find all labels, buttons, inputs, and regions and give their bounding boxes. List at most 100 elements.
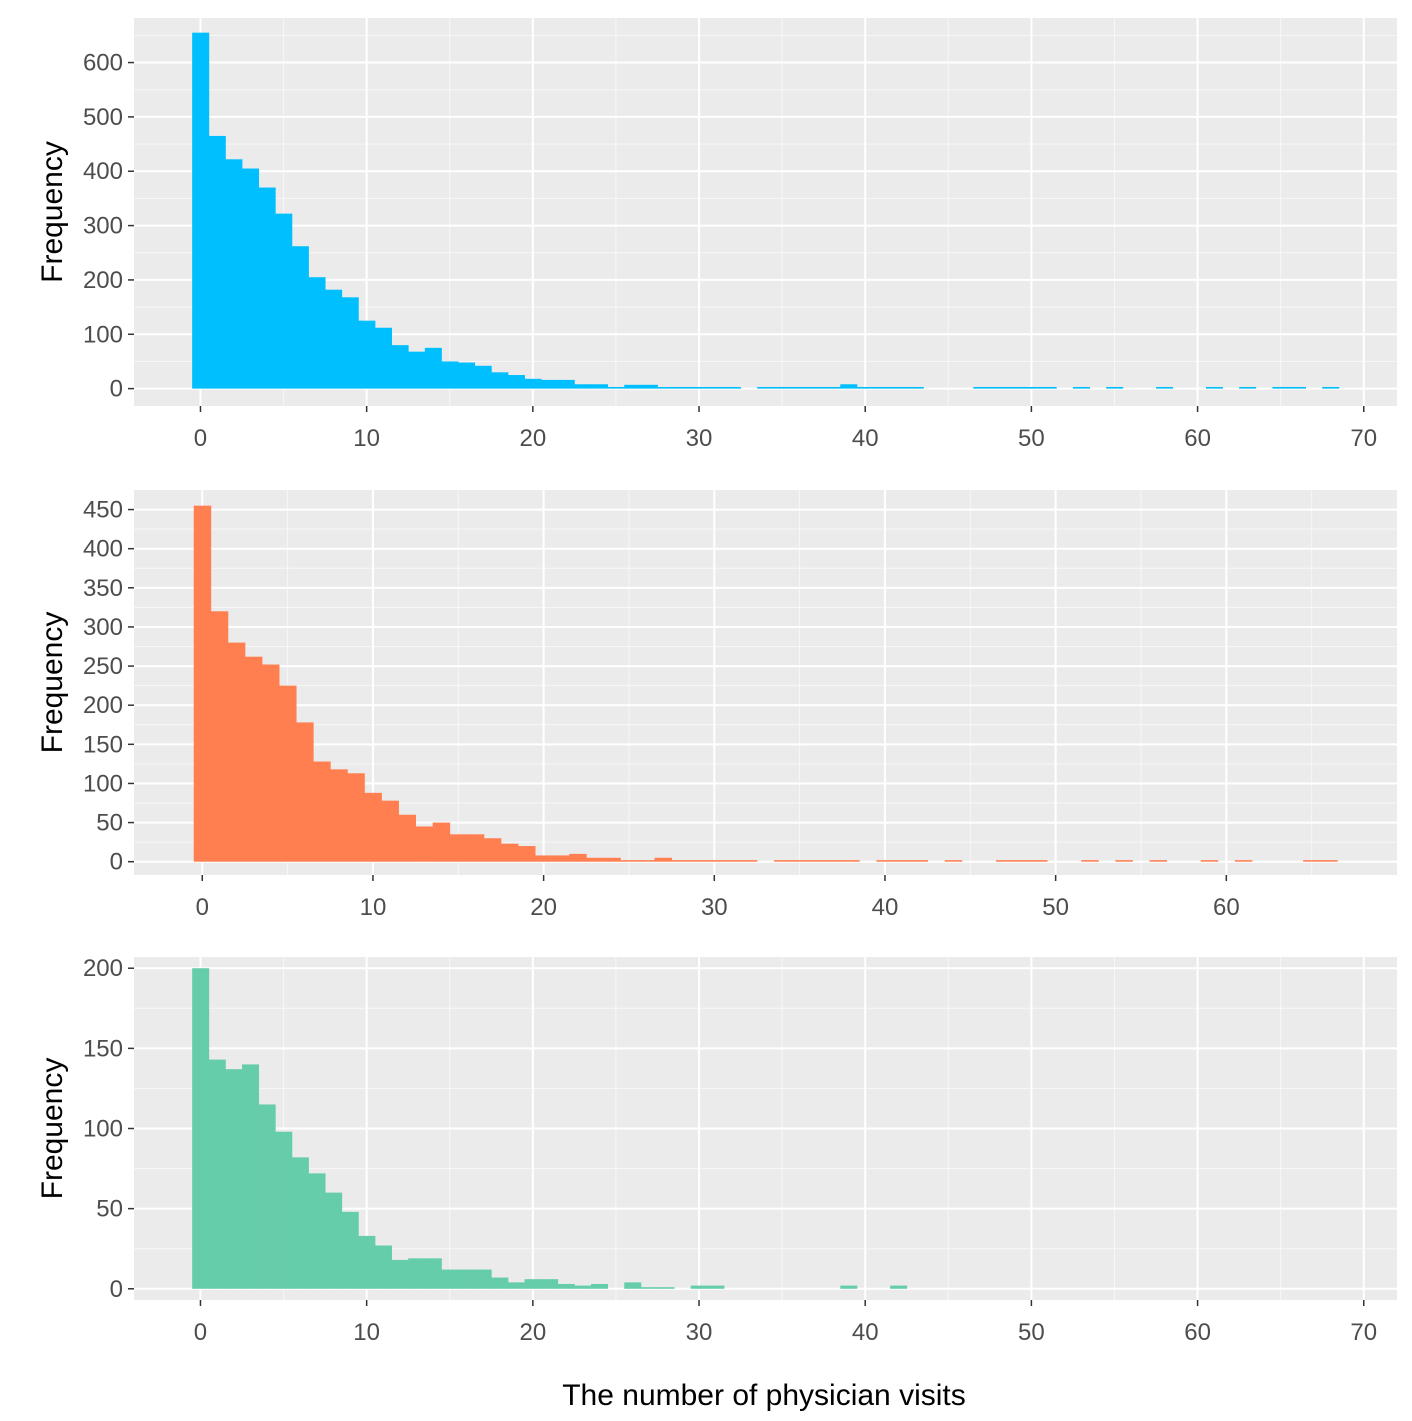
x-tick-label: 20	[519, 425, 546, 452]
histogram-bar	[637, 860, 655, 862]
histogram-bar	[774, 860, 792, 862]
histogram-bar	[1322, 386, 1340, 389]
histogram-bar	[275, 213, 293, 389]
histogram-bar	[624, 384, 642, 389]
histogram-bar	[591, 1283, 609, 1289]
histogram-bar	[242, 1064, 260, 1289]
histogram-bar	[825, 860, 843, 862]
histogram-bar	[723, 386, 741, 389]
histogram-bar	[808, 860, 826, 862]
y-tick-label: 0	[110, 849, 123, 876]
y-axis-title: Frequency	[36, 141, 69, 283]
histogram-panel-top: 0 100 200 300 400 500 600 0 10 20 30 40 50 60 70 Freque…	[36, 18, 1397, 452]
x-tick-label: 40	[872, 894, 899, 921]
histogram-bar	[408, 351, 426, 389]
x-tick-label: 0	[196, 894, 209, 921]
y-tick-label: 450	[83, 497, 123, 524]
x-tick-label: 50	[1018, 1319, 1045, 1346]
histogram-bar	[876, 860, 894, 862]
histogram-bar	[1023, 386, 1041, 389]
histogram-bar	[541, 1279, 559, 1289]
histogram-bar	[308, 277, 326, 389]
histogram-bar	[1081, 860, 1099, 862]
histogram-bar	[208, 1059, 226, 1289]
histogram-bar	[374, 1245, 392, 1289]
histogram-bar	[408, 1258, 426, 1289]
x-tick-label: 50	[1042, 894, 1069, 921]
histogram-bar	[842, 860, 860, 862]
histogram-bar	[391, 1259, 409, 1289]
y-axis-title: Frequency	[36, 1058, 69, 1200]
histogram-bar	[518, 846, 536, 862]
histogram-bar	[398, 814, 417, 862]
histogram-bar	[906, 386, 924, 389]
histogram-bar	[705, 860, 724, 862]
histogram-bar	[330, 769, 348, 862]
histogram-bar	[757, 386, 775, 389]
histogram-bar	[308, 1173, 326, 1289]
histogram-bar	[973, 386, 991, 389]
y-tick-label: 600	[83, 50, 123, 77]
histogram-bar	[1039, 386, 1057, 389]
histogram-bar	[722, 860, 741, 862]
histogram-bar	[449, 834, 468, 862]
histogram-bar	[707, 1285, 725, 1289]
histogram-bar	[773, 386, 791, 389]
histogram-bar	[466, 834, 485, 862]
histogram-bar	[500, 843, 519, 862]
y-tick-label: 200	[83, 692, 123, 719]
histogram-bar	[364, 792, 382, 862]
y-tick-label: 100	[83, 1116, 123, 1143]
x-tick-label: 70	[1350, 1319, 1377, 1346]
histogram-bar	[491, 372, 509, 389]
y-tick-label: 100	[83, 321, 123, 348]
histogram-bar	[807, 386, 825, 389]
histogram-bar	[474, 1269, 492, 1289]
histogram-bar	[707, 386, 725, 389]
histogram-bar	[640, 384, 658, 389]
histogram-bar	[1030, 860, 1048, 862]
histogram-bar	[524, 1279, 542, 1289]
histogram-bar	[275, 1131, 293, 1289]
histogram-bar	[424, 1258, 442, 1289]
y-tick-label: 400	[83, 536, 123, 563]
histogram-bar	[1200, 860, 1219, 862]
x-tick-label: 30	[701, 894, 728, 921]
histogram-bar	[1320, 860, 1338, 862]
y-tick-label: 50	[96, 810, 123, 837]
histogram-bar	[840, 1285, 858, 1289]
histogram-bar	[739, 860, 758, 862]
histogram-bar	[341, 1211, 359, 1289]
histogram-bar	[1012, 860, 1031, 862]
x-tick-label: 30	[686, 425, 713, 452]
histogram-bar	[1006, 386, 1024, 389]
y-axis-title: Frequency	[36, 612, 69, 754]
x-tick-label: 20	[530, 894, 557, 921]
x-tick-label: 0	[194, 425, 207, 452]
histogram-bar	[424, 347, 442, 389]
histogram-bar	[654, 857, 673, 862]
histogram-bar	[624, 1282, 642, 1289]
histogram-bar	[524, 378, 542, 389]
x-tick-label: 60	[1184, 425, 1211, 452]
x-tick-label: 10	[353, 1319, 380, 1346]
x-axis-title: The number of physician visits	[562, 1379, 966, 1412]
histogram-panel-bottom: 0 50 100 150 200 0 10 20 30 40 50 60 70 Frequency	[36, 955, 1397, 1346]
x-tick-label: 50	[1018, 425, 1045, 452]
histogram-bar	[890, 386, 908, 389]
histogram-bar	[995, 860, 1014, 862]
x-tick-label: 10	[360, 894, 387, 921]
histogram-bar	[1205, 386, 1223, 389]
histogram-bar	[586, 857, 604, 862]
histogram-bar	[1115, 860, 1133, 862]
histogram-bar	[591, 384, 609, 389]
histogram-bar	[432, 822, 451, 862]
histogram-bar	[225, 1069, 243, 1289]
histogram-bar	[262, 664, 280, 862]
histogram-bar	[279, 685, 297, 862]
histogram-bar	[790, 386, 808, 389]
histogram-bar	[381, 800, 399, 862]
x-tick-label: 60	[1184, 1319, 1211, 1346]
histogram-bar	[557, 379, 575, 389]
